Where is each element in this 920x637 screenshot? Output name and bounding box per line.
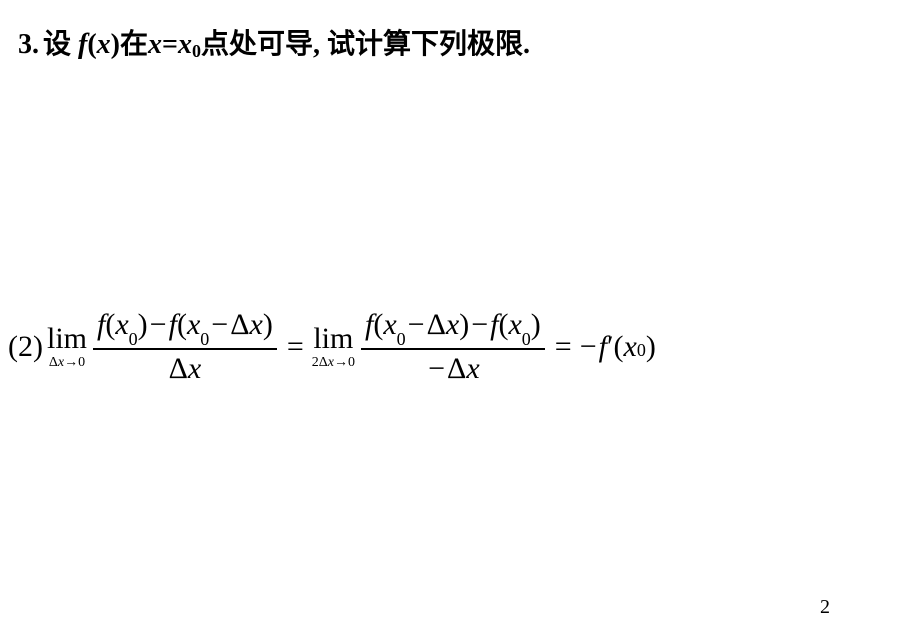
rhs-minus: − [580, 330, 597, 364]
d1-dxd: Δ [169, 352, 188, 385]
lim2-two: 2 [312, 355, 319, 370]
title-text-3: 点处可导, 试计算下列极限. [201, 22, 530, 62]
n2-op1: ( [373, 308, 383, 341]
n1-cl2: ) [263, 308, 273, 341]
problem-title: 3. 设 f ( x ) 在 x = x 0 点处可导, 试计算下列极限. [18, 22, 530, 62]
title-equals: = [162, 29, 178, 61]
d2-dxd: Δ [447, 352, 466, 385]
n2-x2: x [508, 308, 521, 341]
n1-dxd: Δ [230, 308, 249, 341]
rhs-sub0: 0 [637, 340, 646, 361]
n2-s2: 0 [522, 329, 531, 349]
title-x: x [97, 29, 111, 61]
n1-s2: 0 [200, 329, 209, 349]
limit-2: lim 2Δx→0 [312, 324, 355, 370]
n2-op2: ( [498, 308, 508, 341]
problem-number: 3. [18, 29, 39, 61]
n1-s1: 0 [129, 329, 138, 349]
n2-cl2: ) [531, 308, 541, 341]
n2-m1: − [408, 308, 425, 341]
n1-x2: x [187, 308, 200, 341]
lim1-zero: 0 [78, 355, 85, 370]
frac2-numerator: f(x0−Δx)−f(x0) [361, 310, 545, 348]
rhs-open: ( [614, 330, 624, 364]
equals-1: = [287, 330, 304, 364]
n1-dxx: x [249, 308, 262, 341]
n1-m1: − [150, 308, 167, 341]
rhs-f: f [599, 330, 607, 364]
n2-m: − [471, 308, 488, 341]
n1-m2: − [211, 308, 228, 341]
equation-line: (2) lim Δx→0 f(x0)−f(x0−Δx) Δx = lim 2Δx… [8, 310, 912, 384]
title-x-eq: x [148, 29, 162, 61]
lim1-arrow: → [64, 355, 78, 370]
page-number: 2 [820, 596, 830, 619]
fraction-1: f(x0)−f(x0−Δx) Δx [93, 310, 277, 384]
frac1-numerator: f(x0)−f(x0−Δx) [93, 310, 277, 348]
n2-dxd1: Δ [427, 308, 446, 341]
d2-m: − [428, 352, 445, 385]
lim2-arrow: → [334, 355, 348, 370]
title-sub-zero: 0 [192, 41, 201, 62]
lim2-zero: 0 [348, 355, 355, 370]
n2-s1: 0 [397, 329, 406, 349]
lim2-dxd: Δ [319, 355, 328, 370]
title-text-2: 在 [120, 22, 148, 62]
title-f: f [78, 29, 87, 61]
limit-1: lim Δx→0 [47, 324, 87, 370]
lim1-bot: Δx→0 [49, 356, 85, 370]
fraction-2: f(x0−Δx)−f(x0) −Δx [361, 310, 545, 384]
lim1-top: lim [47, 324, 87, 354]
rhs-x: x [624, 330, 637, 364]
frac2-denominator: −Δx [422, 350, 484, 384]
n1-op1: ( [105, 308, 115, 341]
n1-x1: x [115, 308, 128, 341]
n1-cl1: ) [138, 308, 148, 341]
lim2-bot: 2Δx→0 [312, 356, 355, 370]
eq-label: (2) [8, 330, 43, 364]
title-paren-open: ( [87, 29, 96, 61]
n2-x1: x [383, 308, 396, 341]
title-paren-close: ) [111, 29, 120, 61]
d1-dxx: x [188, 352, 201, 385]
n1-f2: f [169, 308, 177, 341]
d2-dxx: x [466, 352, 479, 385]
n1-op2: ( [177, 308, 187, 341]
frac1-denominator: Δx [165, 350, 206, 384]
n2-cl1: ) [459, 308, 469, 341]
title-text-1: 设 [43, 22, 71, 62]
equals-2: = [555, 330, 572, 364]
lim1-dx-delta: Δ [49, 355, 58, 370]
n2-dxx1: x [446, 308, 459, 341]
lim2-top: lim [313, 324, 353, 354]
rhs-close: ) [646, 330, 656, 364]
title-x-sub: x [178, 29, 192, 61]
